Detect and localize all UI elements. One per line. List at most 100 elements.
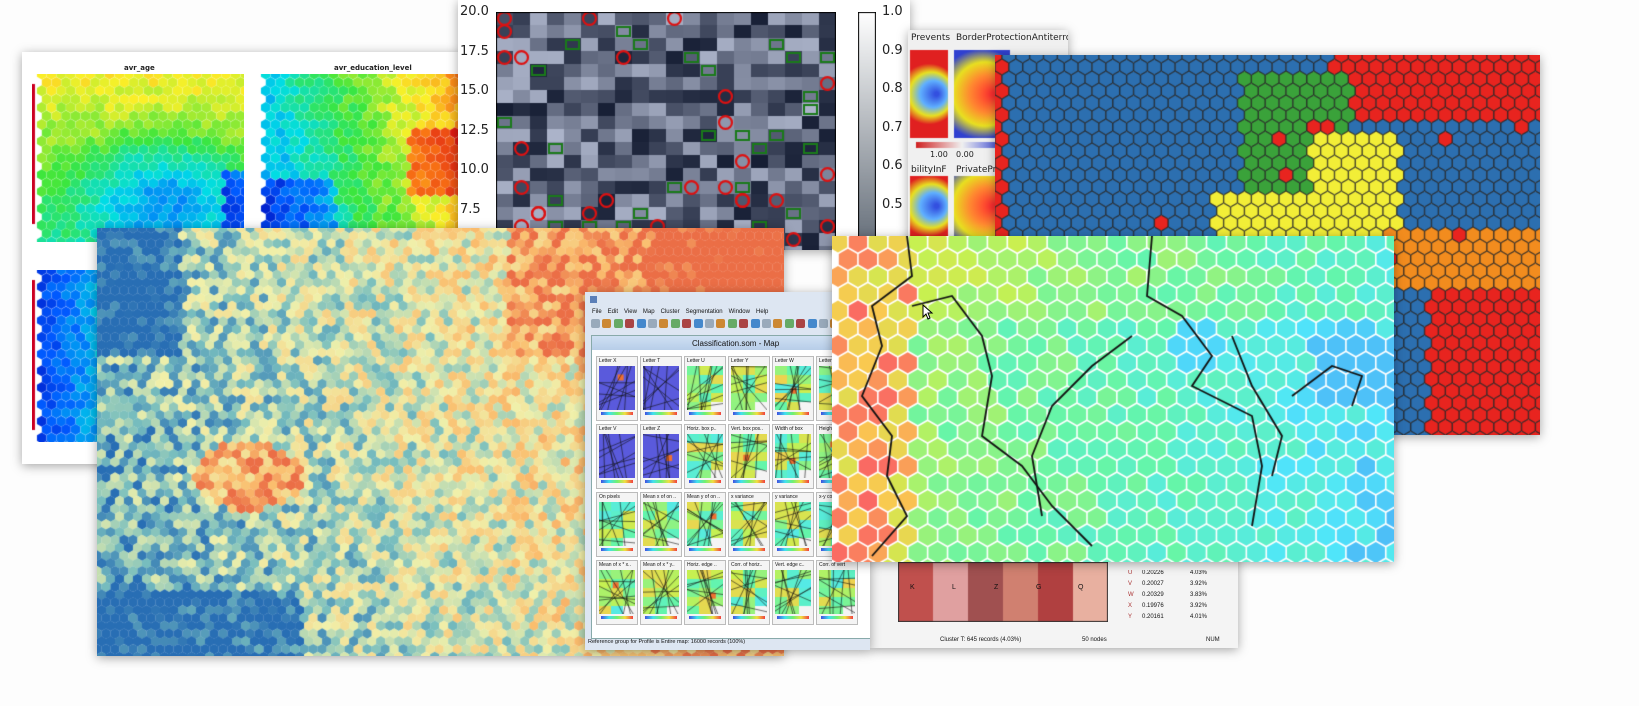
menu-item[interactable]: File — [592, 309, 602, 315]
menu-item[interactable]: Cluster — [660, 309, 680, 315]
toolbar-button[interactable] — [796, 319, 806, 328]
component-plane-label: Vert. box pos.. — [731, 426, 763, 432]
menu-item[interactable]: Help — [755, 309, 769, 315]
component-plane-image — [775, 434, 811, 478]
cell-pct: 4.01% — [1190, 614, 1208, 620]
toolbar-button[interactable] — [636, 319, 646, 328]
colorbar-tick: 0.8 — [882, 81, 903, 96]
component-plane[interactable]: Letter X — [596, 356, 638, 421]
toolbar-button[interactable] — [750, 319, 760, 328]
toolbar-button[interactable] — [773, 319, 783, 328]
component-plane[interactable]: Letter W — [772, 356, 814, 421]
colorbar-tick: 0.5 — [882, 196, 903, 212]
component-plane[interactable]: Horiz. edge .. — [684, 560, 726, 625]
heatmap-ytick: 15.0 — [460, 83, 489, 98]
component-plane[interactable]: Mean of x * y.. — [640, 560, 682, 625]
component-plane[interactable]: Corr. of horiz.. — [728, 560, 770, 625]
component-plane-scale — [821, 616, 853, 619]
component-plane[interactable]: Mean of x * x.. — [596, 560, 638, 625]
component-plane-image — [599, 434, 635, 478]
app-icon — [590, 296, 597, 303]
table-row: V 0.20027 3.92% — [1128, 581, 1228, 591]
menu-item[interactable]: Window — [728, 309, 750, 315]
component-plane-label: x variance — [731, 494, 754, 500]
component-plane[interactable]: On pixels — [596, 492, 638, 557]
component-plane[interactable]: Corr. of vert — [816, 560, 858, 625]
component-plane[interactable]: Mean x of on .. — [640, 492, 682, 557]
component-plane-image — [775, 366, 811, 410]
menu-item[interactable]: Map — [642, 309, 655, 315]
component-plane[interactable]: x variance — [728, 492, 770, 557]
toolbar-button[interactable] — [762, 319, 771, 328]
cell-letter: V — [1128, 581, 1133, 587]
toolbar-button[interactable] — [705, 319, 714, 328]
component-plane-image — [687, 434, 723, 478]
toolbar-button[interactable] — [648, 319, 657, 328]
component-plane[interactable]: Mean y of on .. — [684, 492, 726, 557]
cell-pct: 4.03% — [1190, 570, 1208, 576]
toolbar-button[interactable] — [591, 319, 600, 328]
component-plane-scale — [689, 412, 721, 415]
toolbar-button[interactable] — [727, 319, 737, 328]
component-title-right: BorderProtectionAntiterrori — [956, 33, 1068, 43]
component-plane[interactable]: Vert. box pos.. — [728, 424, 770, 489]
heatmap-ytick: 17.5 — [460, 43, 489, 59]
cell-value: 0.20161 — [1142, 614, 1164, 620]
component-plane[interactable]: y variance — [772, 492, 814, 557]
component-plane[interactable]: Vert. edge c.. — [772, 560, 814, 625]
component-plane-image — [687, 570, 723, 614]
colorbar-tick: 0.9 — [882, 42, 903, 58]
component-plane[interactable]: Letter V — [596, 424, 638, 489]
component-label-bottom-right: PrivatePro — [956, 165, 1002, 175]
component-plane-scale — [645, 480, 677, 483]
component-plane-image — [731, 434, 767, 478]
component-plane-image — [819, 570, 855, 614]
toolbar-button[interactable] — [819, 319, 828, 328]
component-plane[interactable]: Letter T — [640, 356, 682, 421]
component-plane[interactable]: Letter Z — [640, 424, 682, 489]
status-num: NUM — [1206, 637, 1220, 643]
component-plane-label: y variance — [775, 494, 798, 500]
colorbar-tick: 0.6 — [882, 158, 903, 173]
toolbar-button[interactable] — [693, 319, 703, 328]
status-cluster: Cluster T: 645 records (4.03%) — [940, 637, 1022, 643]
component-plane-image — [731, 366, 767, 410]
toolbar-button[interactable] — [807, 319, 817, 328]
avr-education-title: avr_education_level — [334, 64, 412, 72]
toolbar-button[interactable] — [659, 319, 669, 328]
component-plane-scale — [689, 480, 721, 483]
heatmap-ytick: 10.0 — [460, 162, 489, 177]
component-scale-max: 0.00 — [956, 150, 974, 159]
menu-item[interactable]: Segmentation — [685, 309, 723, 315]
component-plane-image — [687, 502, 723, 546]
map-window-titlebar — [592, 336, 870, 350]
toolbar-button[interactable] — [625, 319, 635, 328]
toolbar-button[interactable] — [739, 319, 749, 328]
component-plane-image — [775, 570, 811, 614]
component-plane[interactable]: Letter U — [684, 356, 726, 421]
map-window-title: Classification.som - Map — [692, 339, 780, 348]
toolbar-button[interactable] — [613, 319, 623, 328]
toolbar-button[interactable] — [716, 319, 726, 328]
component-plane[interactable]: Horiz. box p.. — [684, 424, 726, 489]
cluster-map-letter: Q — [1078, 584, 1084, 591]
component-plane-scale — [689, 616, 721, 619]
component-plane-scale — [733, 480, 765, 483]
toolbar-button[interactable] — [682, 319, 692, 328]
component-label-bottom-left: bilityInF — [911, 165, 947, 175]
component-plane-image — [775, 502, 811, 546]
component-plane[interactable]: Width of box — [772, 424, 814, 489]
component-plane-image — [643, 434, 679, 478]
menu-item[interactable]: Edit — [607, 309, 619, 315]
menu-item[interactable]: View — [624, 309, 637, 315]
toolbar-button[interactable] — [602, 319, 612, 328]
component-plane-scale — [601, 548, 633, 551]
component-plane-label: Mean of x * y.. — [643, 562, 675, 568]
cell-value: 0.20329 — [1142, 592, 1164, 598]
heatmap-ytick: 20.0 — [460, 4, 489, 19]
toolbar-button[interactable] — [784, 319, 794, 328]
cell-letter: W — [1128, 592, 1134, 598]
component-plane-label: Mean of x * x.. — [599, 562, 631, 568]
component-plane[interactable]: Letter Y — [728, 356, 770, 421]
toolbar-button[interactable] — [670, 319, 680, 328]
